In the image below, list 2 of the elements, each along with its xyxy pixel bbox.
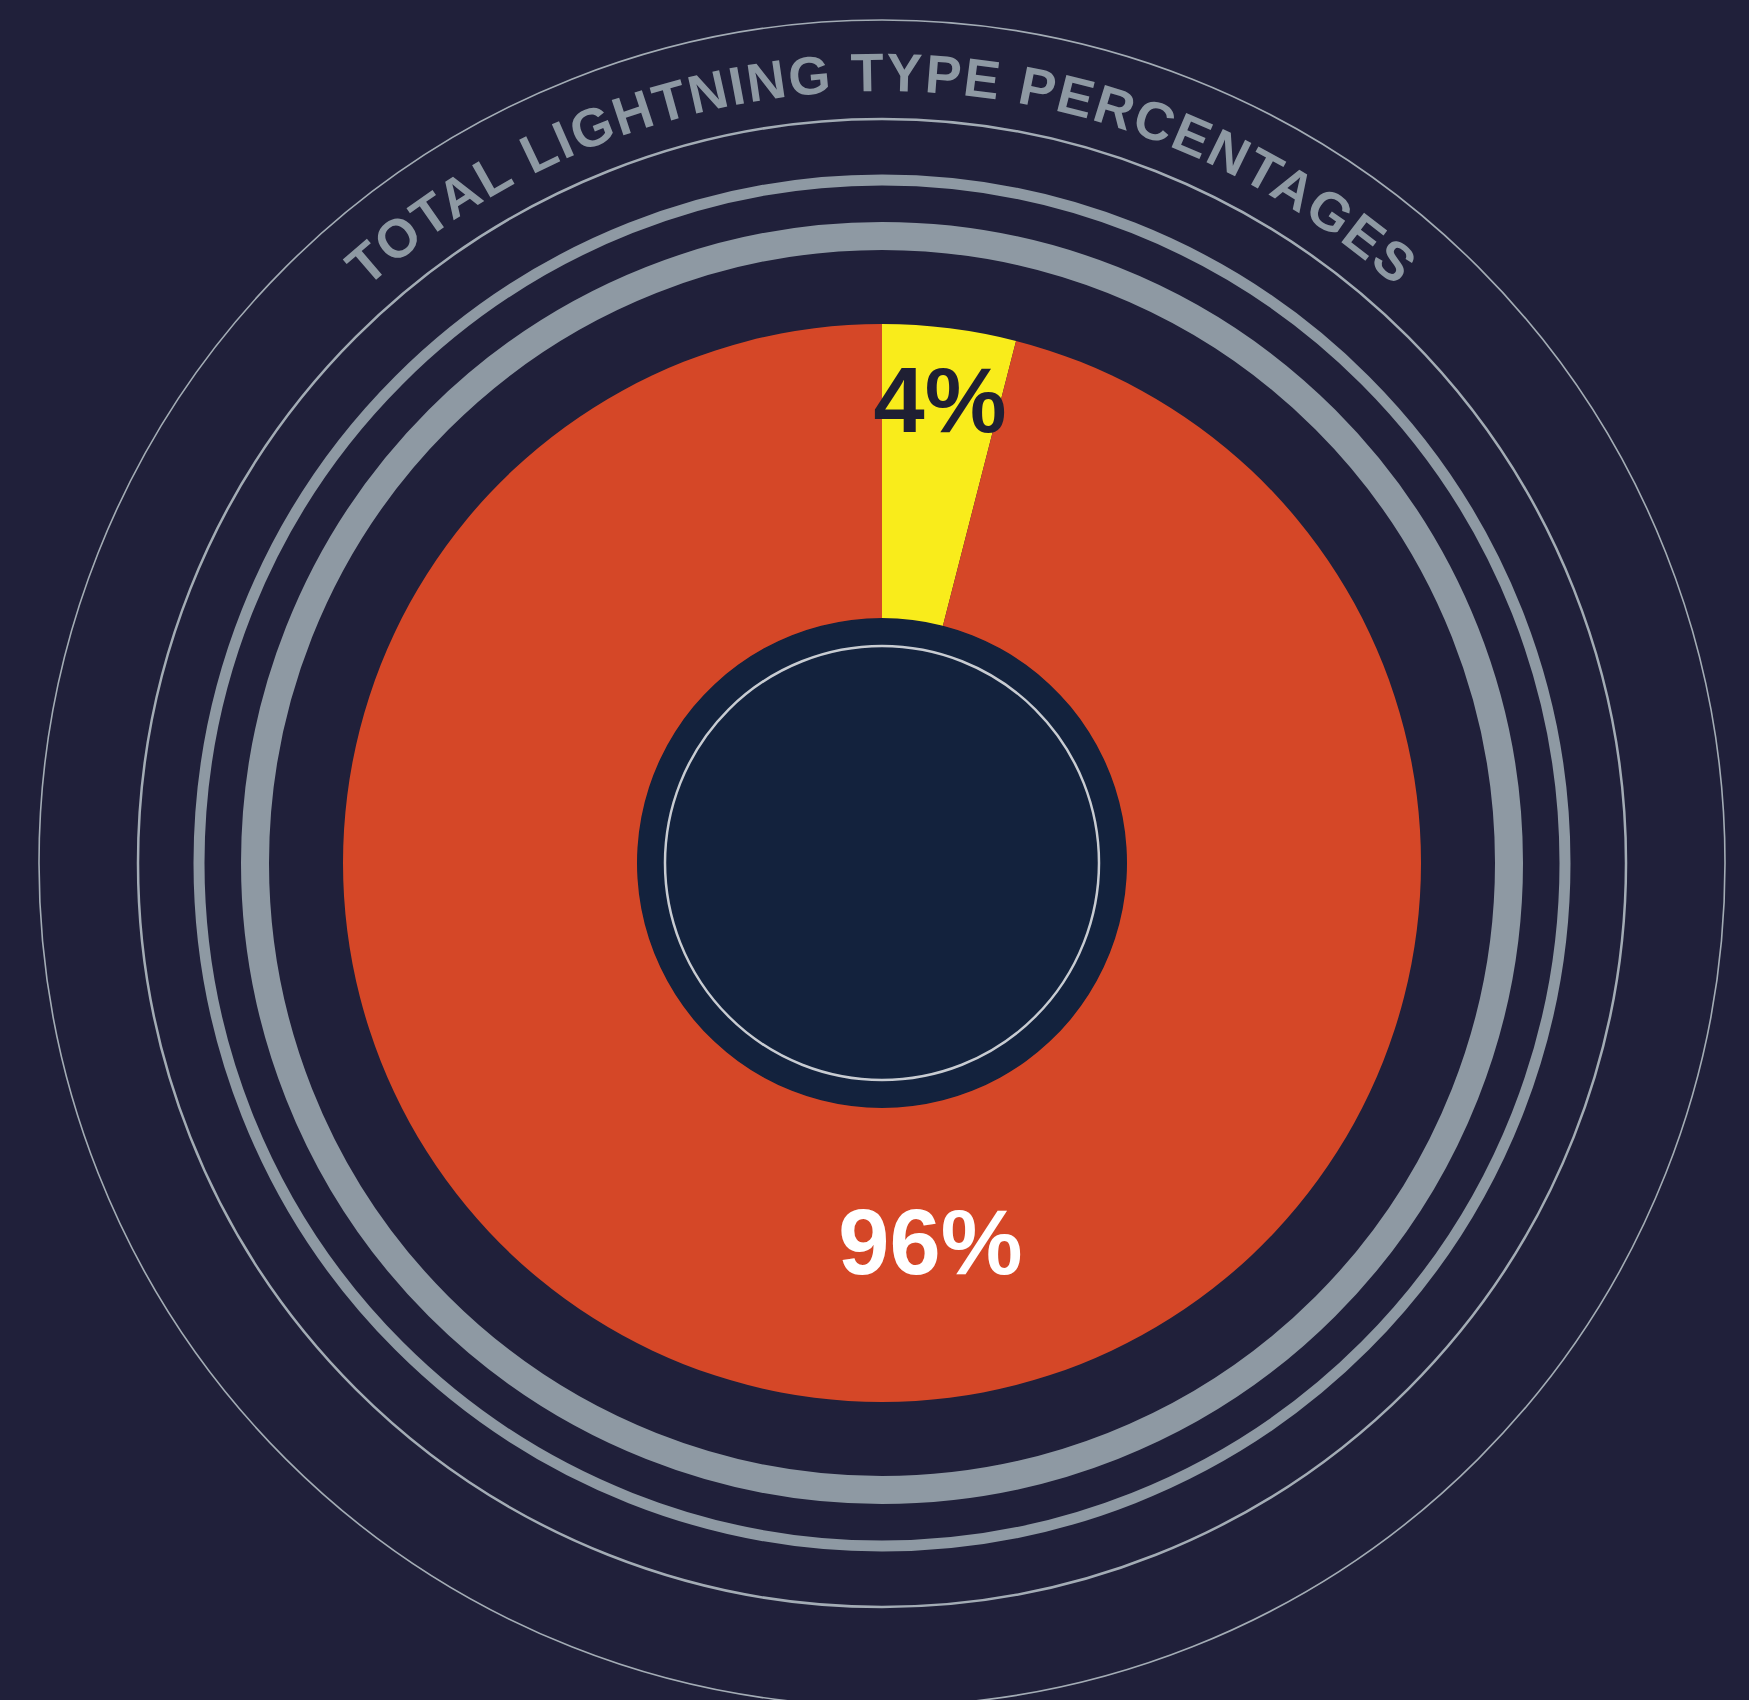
donut-slice <box>343 324 1421 1401</box>
data-label: 96% <box>838 1190 1023 1293</box>
